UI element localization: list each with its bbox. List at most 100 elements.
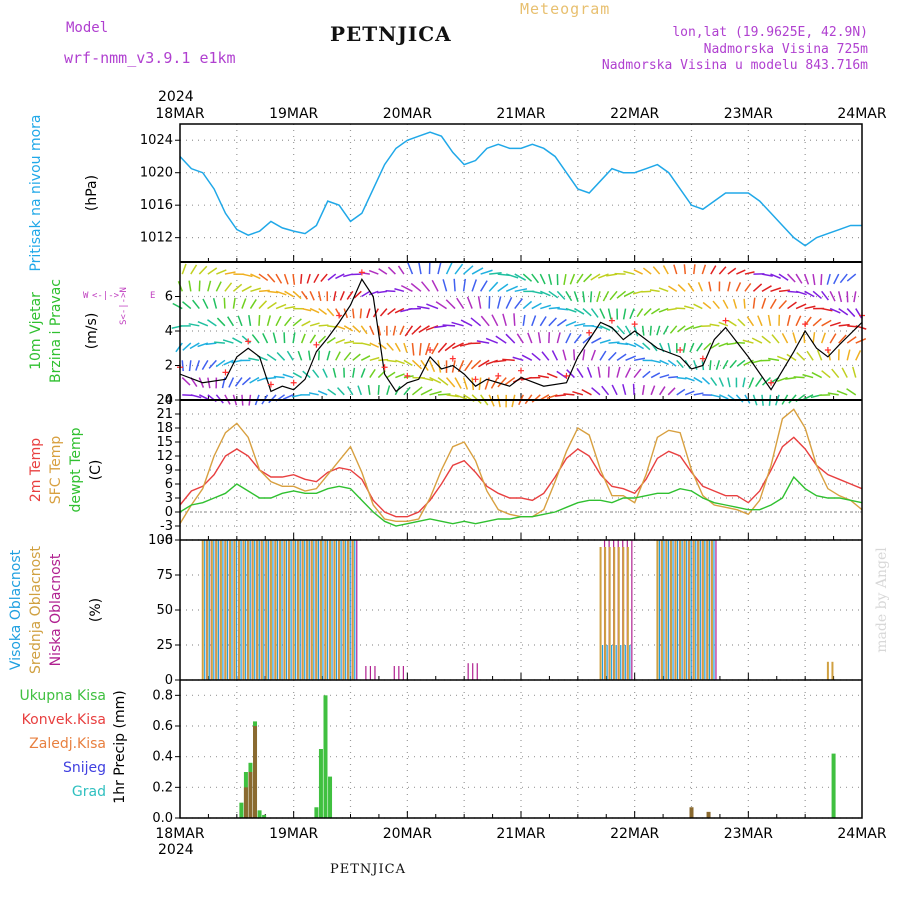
wind-barb [198,394,210,401]
y-tick-label: 1016 [140,198,173,213]
wind-barb [693,303,703,310]
wind-barb [420,281,431,292]
wind-barb [403,359,413,367]
wind-barb [804,305,816,310]
wind-barb [769,298,777,309]
wind-barb [743,298,746,309]
wind-barb [829,307,841,314]
wind-barb [437,261,442,275]
wind-barb [677,283,686,292]
wind-barb [752,283,763,292]
wind-barb [394,288,405,293]
wind-barb [361,290,371,298]
wind-barb [276,351,286,361]
wind-barb [429,376,442,384]
wind-barb [703,342,712,351]
wind-barb [514,298,523,310]
wind-barb [394,342,401,352]
wind-barb [602,290,610,302]
wind-barb [346,290,354,300]
wind-barb [591,387,601,396]
wind-barb [737,318,746,327]
wind-barb [403,342,408,353]
wind-barb [361,342,372,347]
wind-barb [623,270,635,275]
wind-barb [668,376,679,379]
wind-barb [641,385,645,395]
wind-barb [317,390,328,396]
wind-barb [697,281,703,292]
wind-barb [616,342,629,346]
wind-barb [335,351,341,361]
wind-barb [608,341,620,344]
wind-barb [846,349,851,361]
wind-barb [677,325,686,333]
wind-barb [208,359,217,369]
wind-barb [322,368,328,378]
wind-barb [182,301,192,310]
wind-barb [480,269,493,275]
model-elevation: Nadmorska Visina u modelu 843.716m [601,58,868,73]
wind-barb [241,335,251,344]
precip-legend-item: Zaledj.Kisa [29,736,106,752]
wind-barb [292,273,296,285]
total-precip-bar [262,814,267,818]
wind-barb [582,291,586,303]
wind-barb [715,360,721,370]
wind-barb [712,300,720,310]
wind-barb [527,332,533,344]
wind-barb [451,321,464,327]
wind-barb [795,315,802,327]
wind-barb [400,284,413,292]
wind-barb [846,388,857,396]
wind-barb [437,393,451,396]
wind-barb [710,394,721,398]
wind-barb [787,273,796,283]
precip-legend-item: Snijeg [63,760,106,776]
wind-barb [454,377,462,389]
wind-barb [554,394,566,397]
wind-barb [599,325,611,332]
wind-barb [497,377,507,388]
wind-barb [855,337,867,344]
wind-barb [282,394,294,400]
wind-barb [586,367,593,378]
wind-barb [589,291,593,303]
wind-barb [633,342,644,350]
y-tick-label: 1024 [140,133,173,148]
wind-barb [650,359,661,364]
wind-barb [802,373,814,379]
wind-barb [326,337,336,344]
wind-barb [795,273,803,284]
wind-barb [548,273,553,285]
wind-barb [369,342,380,348]
wind-barb [378,358,389,362]
wind-barb [437,376,449,386]
wind-barb [540,290,551,297]
wind-barb [309,322,320,327]
wind-barb [556,332,561,344]
wind-barb [197,321,209,327]
wind-barb [693,392,704,396]
wind-barb [709,323,720,327]
wind-barb [729,359,737,369]
wind-barb [434,325,447,329]
wind-barb [215,394,224,404]
wind-barb [411,359,423,370]
wind-barb [812,290,822,300]
conv-precip-bar [248,772,253,818]
y-tick-label: 15 [156,435,173,450]
wind-barb [454,263,464,275]
wind-barb [360,368,366,378]
wind-barb [250,287,262,293]
wind-barb [437,342,448,353]
wind-barb [360,325,368,335]
wind-barb [395,359,405,365]
wind-barb [761,285,772,292]
wind-barb [795,303,807,310]
total-precip-bar [318,749,323,818]
wind-compass-e: E [150,291,155,301]
top-date-label: 19MAR [269,106,318,122]
y-tick-label: 6 [165,290,173,305]
wind-barb [718,342,729,348]
